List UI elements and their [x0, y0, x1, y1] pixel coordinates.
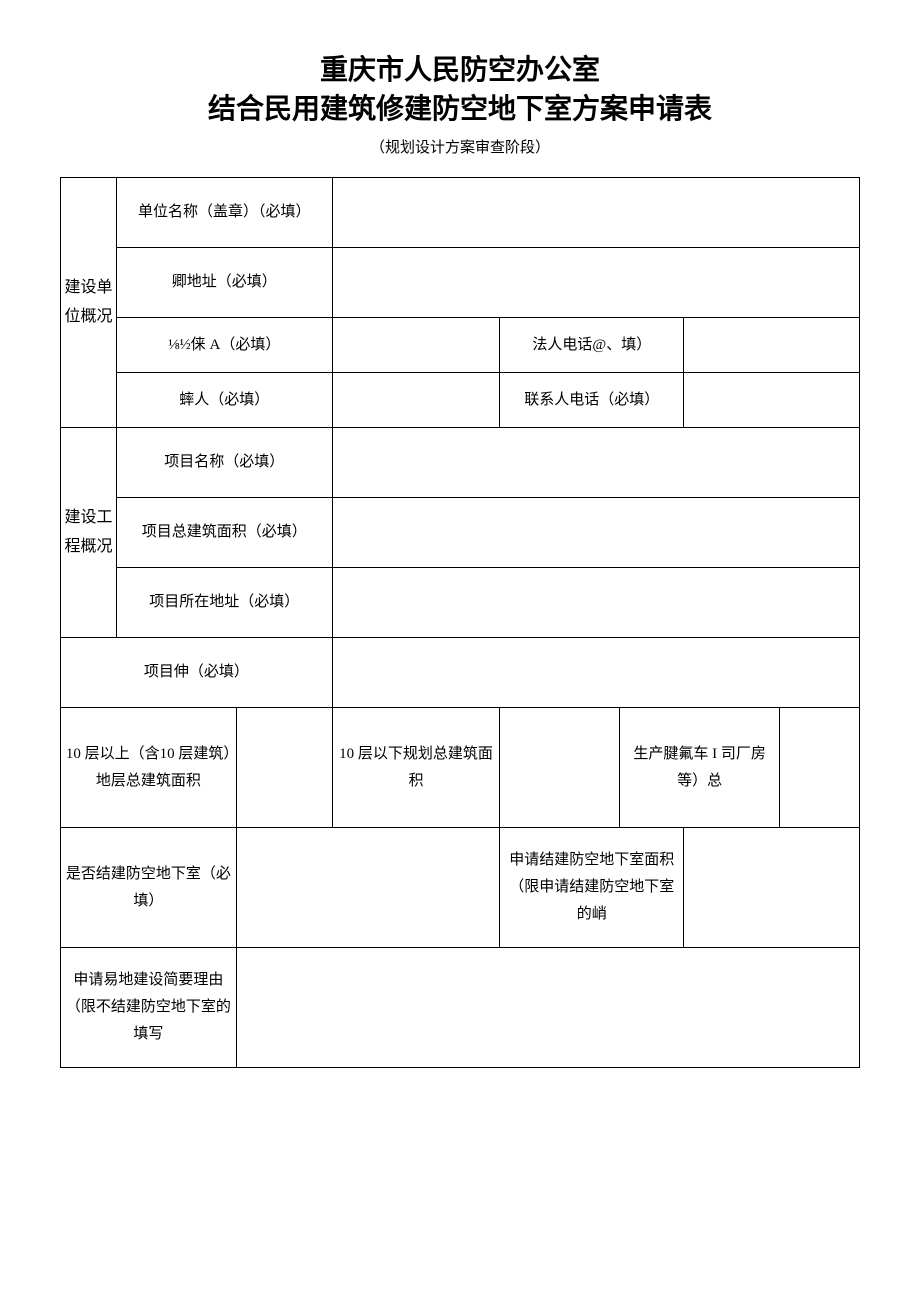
label-contact: 蟀人（必填）: [116, 373, 332, 428]
label-relocation-reason: 申请易地建设简要理由（限不结建防空地下室的填写: [61, 948, 237, 1068]
input-project-ext[interactable]: [332, 638, 859, 708]
input-total-area[interactable]: [332, 498, 859, 568]
input-below-10f-area[interactable]: [500, 708, 620, 828]
label-project-ext: 项目伸（必填）: [61, 638, 333, 708]
document-subtitle: （规划设计方案审查阶段）: [60, 136, 860, 157]
label-project-address: 项目所在地址（必填）: [116, 568, 332, 638]
label-address: 卿地址（必填）: [116, 248, 332, 318]
document-title: 重庆市人民防空办公室 结合民用建筑修建防空地下室方案申请表: [60, 50, 860, 128]
label-below-10f-area: 10 层以下规划总建筑面积: [332, 708, 500, 828]
label-total-area: 项目总建筑面积（必填）: [116, 498, 332, 568]
input-relocation-reason[interactable]: [236, 948, 859, 1068]
label-build-shelter: 是否结建防空地下室（必填）: [61, 828, 237, 948]
input-factory-area[interactable]: [780, 708, 860, 828]
input-contact[interactable]: [332, 373, 500, 428]
label-unit-name: 单位名称（盖章）（必填）: [116, 178, 332, 248]
label-legal-phone: 法人电话@、填）: [500, 318, 684, 373]
input-legal-phone[interactable]: [684, 318, 860, 373]
label-project-name: 项目名称（必填）: [116, 428, 332, 498]
section-header-unit: 建设单位概况: [61, 178, 117, 428]
title-line-2: 结合民用建筑修建防空地下室方案申请表: [60, 89, 860, 128]
section-header-project: 建设工程概况: [61, 428, 117, 638]
input-build-shelter[interactable]: [236, 828, 500, 948]
input-contact-phone[interactable]: [684, 373, 860, 428]
title-line-1: 重庆市人民防空办公室: [60, 50, 860, 89]
input-address[interactable]: [332, 248, 859, 318]
input-project-name[interactable]: [332, 428, 859, 498]
input-shelter-area[interactable]: [684, 828, 860, 948]
label-legal-person: ⅛½俫 A（必填）: [116, 318, 332, 373]
application-form-table: 建设单位概况 单位名称（盖章）（必填） 卿地址（必填） ⅛½俫 A（必填） 法人…: [60, 177, 860, 1068]
label-shelter-area: 申请结建防空地下室面积（限申请结建防空地下室的峭: [500, 828, 684, 948]
input-project-address[interactable]: [332, 568, 859, 638]
input-legal-person[interactable]: [332, 318, 500, 373]
label-contact-phone: 联系人电话（必填）: [500, 373, 684, 428]
input-above-10f-area[interactable]: [236, 708, 332, 828]
label-above-10f-area: 10 层以上（含10 层建筑）地层总建筑面积: [61, 708, 237, 828]
input-unit-name[interactable]: [332, 178, 859, 248]
label-factory-area: 生产腱氟车 I 司厂房等）总: [620, 708, 780, 828]
